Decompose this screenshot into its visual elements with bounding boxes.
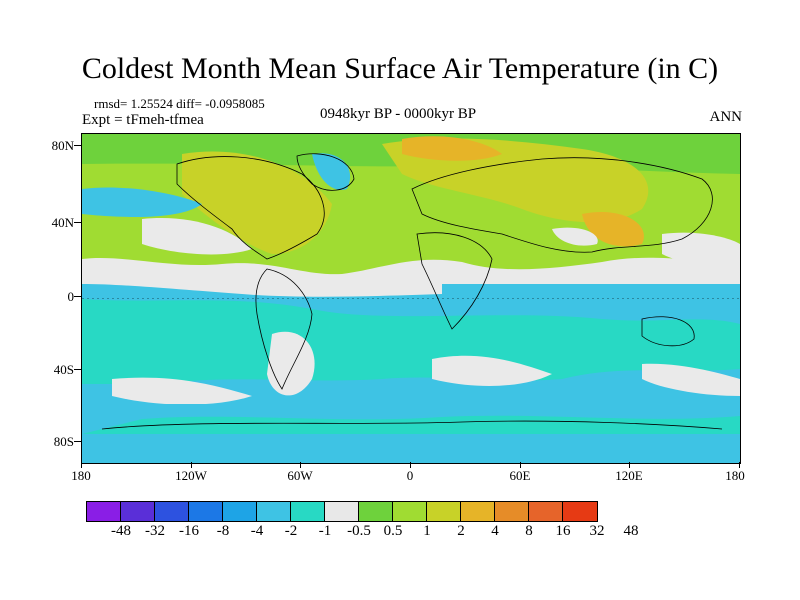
lon-tick — [520, 462, 521, 468]
lon-tick — [739, 462, 740, 468]
grey-patch — [552, 227, 598, 246]
period-text: 0948kyr BP - 0000kyr BP — [320, 106, 477, 122]
asia-warm-patch — [582, 212, 644, 247]
lat-tick — [74, 296, 81, 297]
lat-tick — [74, 145, 81, 146]
lon-label: 60W — [287, 468, 313, 483]
lon-label: 180 — [725, 468, 745, 483]
colorbar-label: -1 — [318, 523, 332, 539]
lon-tick — [300, 462, 301, 468]
colorbar-label: 48 — [623, 523, 639, 539]
lon-tick — [81, 462, 82, 468]
antarctic-coast — [82, 415, 740, 434]
colorbar-label: 16 — [555, 523, 571, 539]
colorbar-label: 8 — [525, 523, 533, 539]
lon-label: 120E — [615, 468, 643, 483]
colorbar-box — [155, 502, 189, 521]
temperature-map — [81, 133, 741, 464]
lon-tick — [629, 462, 630, 468]
lat-label: 80N — [51, 138, 74, 153]
colorbar-box — [257, 502, 291, 521]
colorbar-box — [359, 502, 393, 521]
colorbar-label: 1 — [423, 523, 431, 539]
grey-patch — [432, 355, 552, 386]
colorbar-box — [495, 502, 529, 521]
colorbar-label: -32 — [145, 523, 165, 539]
grey-patch — [112, 377, 252, 405]
lon-label: 180 — [71, 468, 91, 483]
lat-label: 40N — [51, 215, 74, 230]
colorbar-label: 0.5 — [383, 523, 403, 539]
grey-patch — [267, 331, 315, 396]
map-svg — [82, 134, 740, 463]
colorbar-label: -0.5 — [347, 523, 371, 539]
colorbar-box — [189, 502, 223, 521]
colorbar-box — [325, 502, 359, 521]
colorbar-label: -48 — [111, 523, 131, 539]
greenland-cold — [312, 153, 351, 190]
colorbar-label: 32 — [589, 523, 605, 539]
colorbar-box — [291, 502, 325, 521]
colorbar-box — [563, 502, 597, 521]
lat-label: 40S — [53, 362, 74, 377]
season-text: ANN — [709, 109, 743, 125]
lon-label: 120W — [175, 468, 207, 483]
colorbar-box — [223, 502, 257, 521]
colorbar-box — [87, 502, 121, 521]
arctic-warm-patch — [402, 136, 502, 161]
colorbar-label: -8 — [216, 523, 230, 539]
colorbar — [86, 501, 598, 522]
colorbar-box — [427, 502, 461, 521]
colorbar-box — [529, 502, 563, 521]
lat-label: 80S — [53, 434, 74, 449]
colorbar-box — [461, 502, 495, 521]
north-america-warm — [182, 151, 332, 254]
experiment-text: Expt = tFmeh-tfmea — [82, 112, 204, 128]
lon-label: 60E — [509, 468, 531, 483]
subtropical-band — [82, 299, 740, 384]
chart-title: Coldest Month Mean Surface Air Temperatu… — [81, 52, 719, 85]
lat-tick — [74, 222, 81, 223]
lat-tick — [74, 441, 81, 442]
stats-text: rmsd= 1.25524 diff= -0.0958085 — [94, 96, 265, 111]
lon-tick — [191, 462, 192, 468]
equatorial-neutral — [82, 263, 442, 297]
lon-tick — [410, 462, 411, 468]
grey-patch — [142, 218, 252, 255]
lat-label: 0 — [67, 289, 75, 304]
colorbar-label: -16 — [179, 523, 199, 539]
coastlines — [101, 153, 723, 430]
colorbar-box — [393, 502, 427, 521]
colorbar-box — [121, 502, 155, 521]
lat-tick — [74, 369, 81, 370]
colorbar-label: -2 — [284, 523, 298, 539]
lon-label: 0 — [406, 468, 414, 483]
grey-patch — [662, 232, 740, 269]
grey-patch — [642, 363, 740, 396]
pacific-cold — [82, 187, 202, 217]
colorbar-label: 4 — [491, 523, 499, 539]
colorbar-label: -4 — [250, 523, 264, 539]
colorbar-label: 2 — [457, 523, 465, 539]
